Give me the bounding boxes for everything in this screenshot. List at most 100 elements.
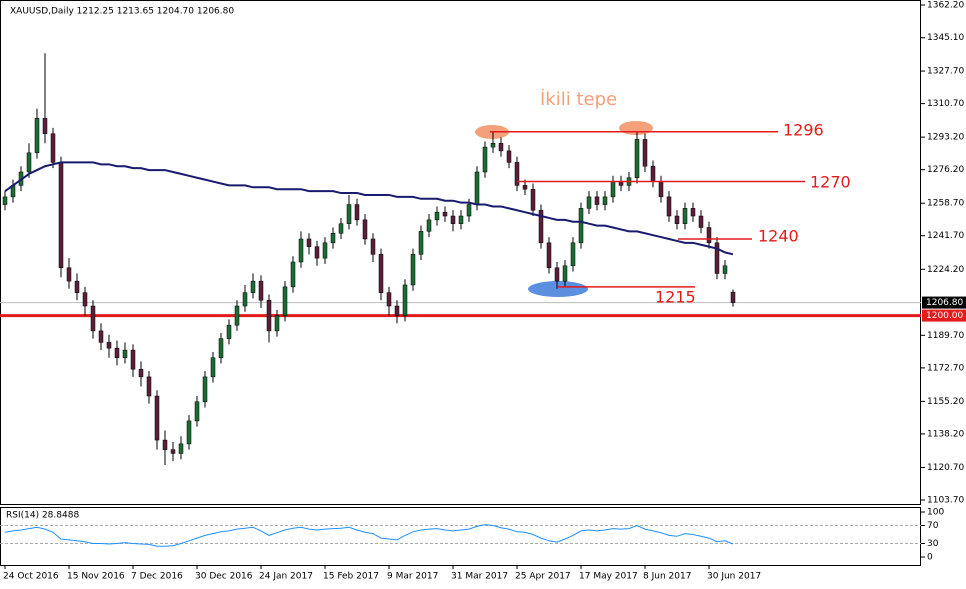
y-tick-label: 1241.70 <box>927 231 964 241</box>
candle-body <box>714 242 720 274</box>
x-tick-label: 17 May 2017 <box>579 572 638 582</box>
candle-body <box>522 185 528 190</box>
candle-body <box>194 401 200 422</box>
y-tick-label: 1345.10 <box>927 33 964 43</box>
candle-body <box>298 238 304 263</box>
candle-body <box>210 357 216 378</box>
candle-body <box>338 223 344 234</box>
candle-body <box>514 162 520 186</box>
x-tick-label: 25 Apr 2017 <box>515 572 571 582</box>
candle-body <box>154 395 160 441</box>
main-frame <box>0 0 921 505</box>
level-label: 1270 <box>810 173 851 192</box>
candle-body <box>362 219 368 240</box>
candle-body <box>106 342 112 349</box>
candle-body <box>354 204 360 221</box>
y-tick-label: 1103.70 <box>927 496 964 506</box>
candle-body <box>418 231 424 255</box>
y-tick-label: 1327.70 <box>927 67 964 77</box>
candle-body <box>394 305 400 316</box>
candle-body <box>602 196 608 205</box>
candle-body <box>178 443 184 454</box>
price-box <box>922 296 966 309</box>
rsi-tick-label: 100 <box>927 508 944 518</box>
level-label: 1240 <box>758 227 799 246</box>
y-tick-label: 1172.70 <box>927 363 964 373</box>
candle-body <box>506 150 512 163</box>
candle-body <box>82 292 88 307</box>
x-tick-label: 9 Mar 2017 <box>387 572 438 582</box>
candle-body <box>146 376 152 397</box>
candle-body <box>378 254 384 293</box>
candle-body <box>274 315 280 332</box>
x-tick-label: 7 Dec 2016 <box>131 572 183 582</box>
candle-body <box>330 233 336 244</box>
candle-body <box>594 196 600 205</box>
rsi-tick-label: 30 <box>927 539 939 549</box>
y-tick-label: 1224.20 <box>927 265 964 275</box>
candle-body <box>562 265 568 282</box>
candle-body <box>578 208 584 244</box>
candle-body <box>634 139 640 178</box>
candle-body <box>490 143 496 148</box>
candle-body <box>50 133 56 163</box>
candle-body <box>474 171 480 205</box>
y-tick-label: 1138.20 <box>927 429 964 439</box>
x-tick-label: 8 Jun 2017 <box>643 572 691 582</box>
candle-body <box>498 143 504 152</box>
y-tick-label: 1155.20 <box>927 397 964 407</box>
candle-body <box>202 376 208 403</box>
candle-body <box>410 254 416 286</box>
chart-title: XAUUSD,Daily 1212.25 1213.65 1204.70 120… <box>10 7 234 17</box>
y-tick-label: 1293.20 <box>927 133 964 143</box>
candle-body <box>690 208 696 217</box>
candle-body <box>450 215 456 224</box>
x-tick-label: 30 Jun 2017 <box>707 572 761 582</box>
candle-body <box>586 196 592 209</box>
candle-body <box>682 208 688 224</box>
candle-body <box>266 300 272 332</box>
rsi-tick-label: 70 <box>927 521 939 531</box>
candle-body <box>722 265 728 274</box>
x-tick-label: 15 Feb 2017 <box>323 572 379 582</box>
rsi-title: RSI(14) 28.8488 <box>6 511 79 521</box>
candle-body <box>706 227 712 244</box>
candle-body <box>554 267 560 282</box>
candle-body <box>370 238 376 255</box>
candle-body <box>98 330 104 343</box>
x-tick-label: 30 Dec 2016 <box>195 572 253 582</box>
level-label: 1296 <box>783 121 824 140</box>
candle-body <box>74 280 80 293</box>
candle-body <box>42 118 48 134</box>
y-tick-label: 1276.20 <box>927 165 964 175</box>
candle-body <box>2 196 8 205</box>
candle-body <box>186 420 192 445</box>
x-tick-label: 24 Jan 2017 <box>259 572 313 582</box>
candle-body <box>130 349 136 370</box>
x-tick-label: 24 Oct 2016 <box>3 572 59 582</box>
y-tick-label: 1120.70 <box>927 463 964 473</box>
x-tick-label: 15 Nov 2016 <box>67 572 125 582</box>
candle-body <box>650 165 656 182</box>
candle-body <box>610 181 616 198</box>
candle-body <box>218 338 224 358</box>
candle-body <box>402 284 408 316</box>
candle-body <box>34 118 40 154</box>
candle-body <box>442 211 448 217</box>
candle-body <box>434 211 440 221</box>
candle-body <box>170 449 176 454</box>
candle-body <box>226 324 232 339</box>
candle-body <box>122 349 128 358</box>
candle-body <box>466 204 472 217</box>
candle-body <box>114 347 120 358</box>
candle-body <box>666 196 672 217</box>
candle-body <box>250 280 256 293</box>
top-marker <box>619 121 653 135</box>
y-tick-label: 1362.20 <box>927 1 964 11</box>
candle-body <box>258 280 264 301</box>
candle-body <box>58 162 64 268</box>
candle-body <box>458 215 464 224</box>
y-tick-label: 1310.70 <box>927 99 964 109</box>
level-label: 1215 <box>655 288 696 307</box>
